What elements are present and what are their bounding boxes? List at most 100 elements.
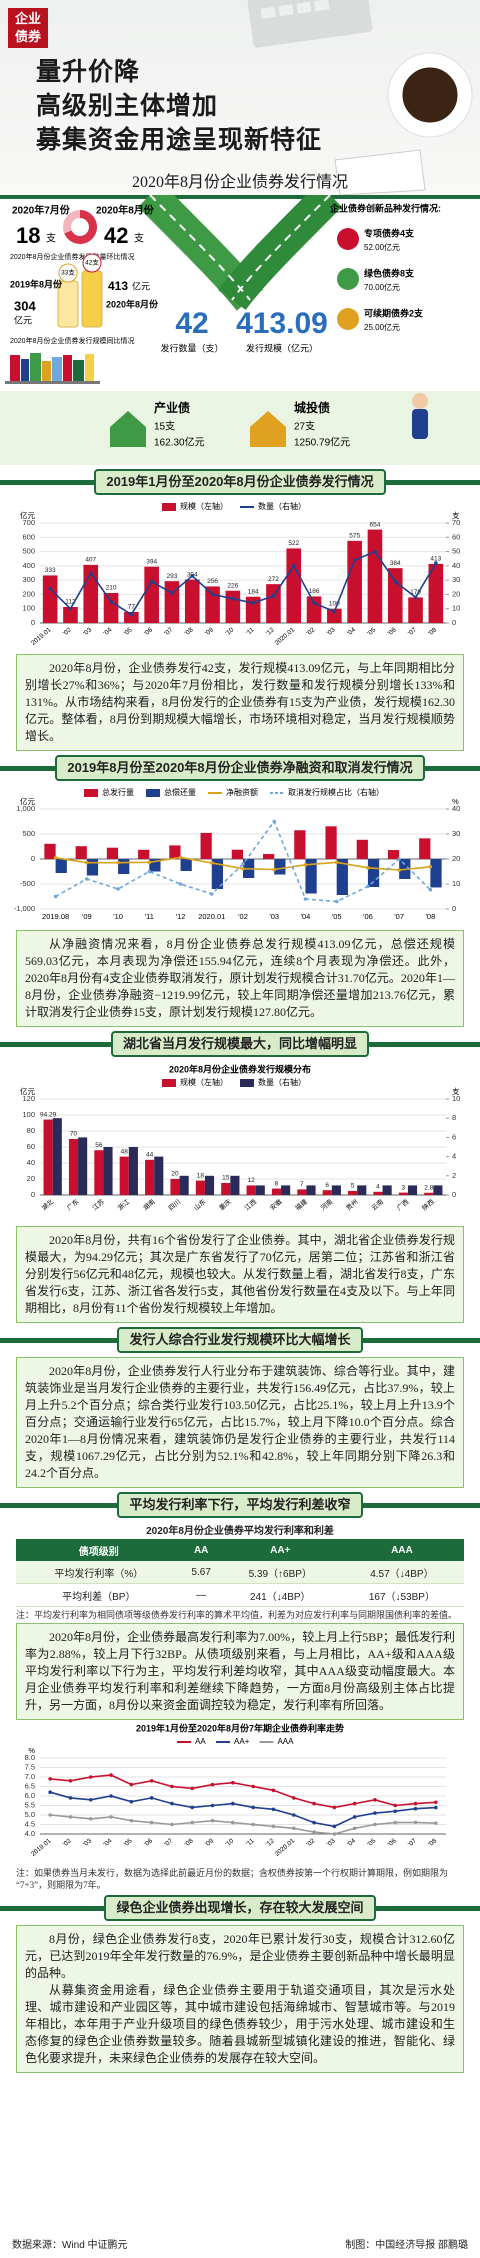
bar — [138, 849, 150, 859]
point — [231, 1820, 235, 1825]
bar — [428, 564, 444, 623]
table-header: 债项级别 AA AA+ AAA — [16, 1539, 464, 1561]
y2-tick-label: 4 — [452, 1152, 456, 1161]
point — [251, 1822, 255, 1827]
y2-tick-label: 50 — [452, 547, 460, 556]
y2-tick-label: 10 — [452, 1094, 460, 1103]
y-tick-label: 120 — [22, 1094, 35, 1103]
book — [21, 359, 29, 381]
book — [10, 355, 20, 381]
bar — [230, 1175, 240, 1195]
x-tick-label: '04 — [301, 912, 311, 921]
icon — [337, 228, 359, 250]
paragraph-box: 从净融资情况来看，8月份企业债券总发行规模413.09亿元，总偿还规模569.0… — [16, 930, 464, 1027]
x-tick-label: 广西 — [395, 1197, 411, 1213]
keyboard — [247, 0, 373, 48]
y2-axis-label: % — [452, 797, 459, 806]
bar — [169, 845, 181, 859]
bar — [347, 540, 362, 623]
data-label: 384 — [390, 560, 401, 567]
point — [352, 558, 357, 562]
y-tick-label: 400 — [22, 561, 35, 570]
data-label: 394 — [146, 558, 157, 565]
x-tick-label: '02 — [305, 1837, 316, 1848]
point — [251, 1784, 255, 1789]
cell: — — [181, 1583, 221, 1607]
y2-tick-label: 10 — [452, 604, 460, 613]
point — [312, 601, 316, 605]
point — [434, 1821, 438, 1825]
x-tick-label: 河南 — [318, 1197, 334, 1213]
y2-tick-label: 0 — [452, 904, 456, 913]
y-tick-label: 200 — [22, 589, 35, 598]
point — [129, 1799, 134, 1804]
point — [393, 579, 398, 584]
data-label: 226 — [227, 582, 238, 589]
point — [109, 1773, 113, 1777]
type-amount: 162.30亿元 — [154, 436, 205, 449]
y-tick-label: 100 — [22, 1110, 35, 1119]
header-decoration — [247, 0, 473, 195]
y-tick-label: 80 — [27, 1126, 35, 1135]
coffee — [397, 62, 463, 128]
data-label: 575 — [349, 533, 360, 540]
chart-title: 2020年8月份企业债券发行规模分布 — [169, 1063, 311, 1074]
badge — [58, 263, 78, 283]
data-label: 184 — [248, 588, 259, 595]
y-axis-label: 亿元 — [20, 796, 35, 806]
key — [278, 4, 294, 17]
column-header: AA — [181, 1539, 221, 1561]
book — [30, 353, 41, 381]
notebook — [334, 149, 426, 195]
donut-arc — [64, 210, 97, 244]
y2-tick-label: 30 — [452, 575, 460, 584]
x-tick-label: 2020.01 — [198, 912, 225, 921]
x-tick-label: '04 — [102, 626, 113, 637]
bar — [86, 859, 99, 876]
data-label: 3 — [402, 1184, 406, 1191]
key — [296, 1, 312, 14]
y-tick-label: 700 — [22, 518, 35, 527]
data-label: 94.29 — [40, 1111, 57, 1118]
x-tick-label: '08 — [184, 626, 195, 637]
point — [373, 1798, 377, 1802]
point — [149, 1820, 154, 1825]
data-label: 56 — [95, 1142, 103, 1149]
point — [428, 887, 433, 892]
count-value: 18 — [16, 223, 40, 248]
line — [49, 1791, 436, 1828]
legend-label: 规模（左轴） — [180, 1077, 228, 1087]
person-head — [412, 393, 428, 409]
x-tick-label: '11 — [245, 626, 256, 637]
type-amount: 1250.79亿元 — [294, 436, 350, 449]
bar — [433, 1185, 443, 1195]
point — [271, 1824, 276, 1829]
point — [413, 1801, 418, 1806]
y2-tick-label: 20 — [452, 589, 460, 598]
bar — [103, 593, 119, 623]
x-tick-label: 四川 — [167, 1198, 182, 1212]
x-tick-label: 云南 — [369, 1197, 385, 1213]
point — [147, 869, 152, 874]
x-tick-label: 江西 — [243, 1197, 258, 1212]
point — [190, 1805, 195, 1810]
point — [397, 857, 401, 861]
data-label: 112 — [65, 599, 76, 606]
bar — [306, 1185, 316, 1195]
point — [129, 1782, 134, 1787]
x-tick-label: '09 — [204, 1837, 215, 1848]
point — [231, 1801, 235, 1806]
point — [332, 609, 337, 614]
point — [373, 549, 377, 554]
point — [109, 1794, 113, 1798]
title-line: 高级别主体增加 — [36, 93, 219, 120]
point — [170, 591, 174, 595]
x-tick-label: '09 — [204, 626, 215, 637]
point — [68, 1796, 73, 1800]
x-tick-label: '11 — [245, 1837, 256, 1848]
chart: 总发行量 总偿还量 净融资额 取消发行规模占比（右轴） -1,000 -500 0 500 1,… — [14, 787, 461, 921]
icon — [337, 308, 359, 330]
point — [170, 1801, 174, 1806]
x-tick-label: '07 — [407, 1837, 418, 1848]
section-heading: 平均发行利率下行，平均发行利差收窄 — [0, 1492, 480, 1518]
